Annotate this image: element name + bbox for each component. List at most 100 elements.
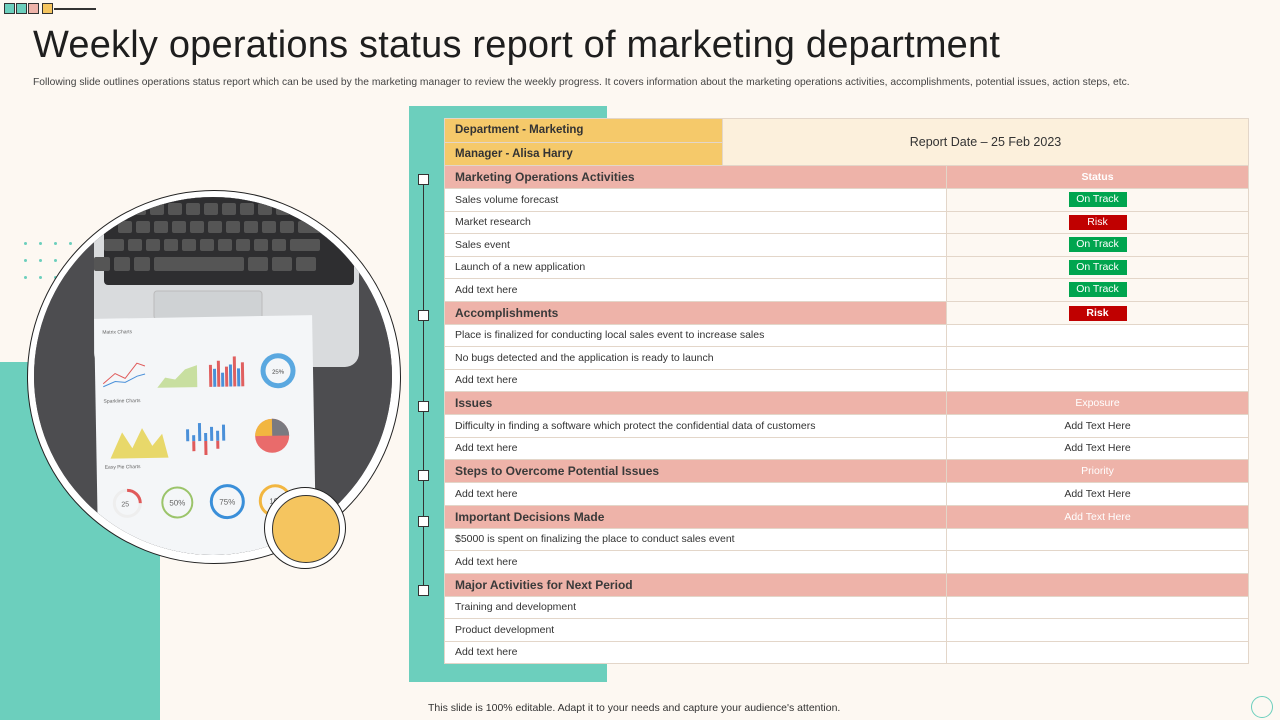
table-row: $5000 is spent on finalizing the place t… [444, 527, 1249, 551]
table-row: Add text here Add Text Here [444, 436, 1249, 460]
section-header-accomplishments: Accomplishments Risk [444, 300, 1249, 325]
laptop-and-charts-illustration: Matrix Charts 25% Sparkline Charts Easy … [34, 197, 392, 555]
row-right [946, 346, 1249, 370]
section-title: Marketing Operations Activities [444, 165, 947, 189]
table-row: Add text here [444, 550, 1249, 574]
row-right [946, 368, 1249, 392]
svg-text:Matrix Charts: Matrix Charts [102, 329, 132, 336]
svg-text:50%: 50% [169, 498, 185, 507]
row-text: $5000 is spent on finalizing the place t… [444, 527, 947, 551]
status-badge: On Track [1068, 282, 1127, 298]
deco-square-teal [4, 3, 15, 14]
row-right: Add Text Here [946, 482, 1249, 506]
status-badge: On Track [1068, 192, 1127, 208]
section-right-label: Add Text Here [946, 504, 1249, 529]
row-text: Training and development [444, 595, 947, 619]
status-badge: On Track [1068, 259, 1127, 275]
svg-text:75%: 75% [219, 497, 235, 506]
row-right [946, 527, 1249, 551]
page-subtitle: Following slide outlines operations stat… [33, 77, 1130, 88]
table-row: Place is finalized for conducting local … [444, 323, 1249, 347]
row-right [946, 323, 1249, 347]
department-cell: Department - Marketing [444, 118, 723, 143]
table-row: Product development [444, 618, 1249, 642]
table-row: Add text here [444, 368, 1249, 392]
svg-text:25%: 25% [272, 370, 285, 376]
section-title: Steps to Overcome Potential Issues [444, 459, 947, 483]
table-row: Add text here Add Text Here [444, 482, 1249, 506]
section-header-issues: Issues Exposure [444, 391, 1249, 415]
section-header-next-period: Major Activities for Next Period [444, 572, 1249, 597]
deco-square-pink [28, 3, 39, 14]
svg-text:Sparkline Charts: Sparkline Charts [103, 398, 141, 405]
table-row: Launch of a new application On Track [444, 255, 1249, 279]
row-text: Market research [444, 210, 947, 234]
timeline-node [418, 470, 429, 481]
manager-cell: Manager - Alisa Harry [444, 141, 723, 166]
page-title: Weekly operations status report of marke… [33, 24, 1001, 66]
section-title: Issues [444, 391, 947, 415]
report-date: Report Date – 25 Feb 2023 [722, 118, 1249, 166]
table-row: Sales event On Track [444, 233, 1249, 257]
status-cell: On Track [946, 188, 1249, 212]
row-text: No bugs detected and the application is … [444, 346, 947, 370]
table-row: Training and development [444, 595, 1249, 619]
row-text: Add text here [444, 550, 947, 574]
status-cell: On Track [946, 278, 1249, 302]
row-text: Difficulty in finding a software which p… [444, 414, 947, 438]
section-right-label: Exposure [946, 391, 1249, 415]
section-right-label: Priority [946, 459, 1249, 483]
status-badge: On Track [1068, 237, 1127, 253]
row-right [946, 618, 1249, 642]
status-badge: Risk [1068, 214, 1127, 230]
row-right [946, 595, 1249, 619]
status-cell: Risk [946, 300, 1249, 325]
status-cell: Risk [946, 210, 1249, 234]
row-text: Add text here [444, 482, 947, 506]
row-right: Add Text Here [946, 436, 1249, 460]
row-text: Sales volume forecast [444, 188, 947, 212]
section-header-steps: Steps to Overcome Potential Issues Prior… [444, 459, 1249, 483]
row-text: Product development [444, 618, 947, 642]
section-title: Accomplishments [444, 300, 947, 325]
header-row: Manager - Alisa Harry [444, 141, 1249, 166]
table-row: Add text here [444, 640, 1249, 664]
timeline-node [418, 401, 429, 412]
table-row: No bugs detected and the application is … [444, 346, 1249, 370]
laptop-photo: Matrix Charts 25% Sparkline Charts Easy … [34, 197, 392, 555]
status-cell: On Track [946, 233, 1249, 257]
timeline-line [423, 178, 424, 592]
status-report-table: Department - Marketing Report Date – 25 … [444, 118, 1249, 664]
table-row: Sales volume forecast On Track [444, 188, 1249, 212]
timeline-node [418, 310, 429, 321]
section-header-decisions: Important Decisions Made Add Text Here [444, 504, 1249, 529]
row-text: Add text here [444, 368, 947, 392]
timeline-node [418, 174, 429, 185]
row-text: Add text here [444, 278, 947, 302]
svg-text:25: 25 [121, 501, 129, 508]
table-row: Difficulty in finding a software which p… [444, 414, 1249, 438]
section-header-activities: Marketing Operations Activities Status [444, 165, 1249, 189]
status-badge: Risk [1068, 305, 1127, 321]
deco-square-teal [16, 3, 27, 14]
timeline-node [418, 585, 429, 596]
status-cell: On Track [946, 255, 1249, 279]
timeline-node [418, 516, 429, 527]
table-row: Add text here On Track [444, 278, 1249, 302]
deco-line [54, 8, 96, 10]
svg-text:Easy Pie Charts: Easy Pie Charts [105, 464, 141, 471]
row-right [946, 550, 1249, 574]
section-right-label [946, 572, 1249, 597]
section-title: Major Activities for Next Period [444, 572, 947, 597]
row-text: Add text here [444, 436, 947, 460]
footer-note: This slide is 100% editable. Adapt it to… [428, 702, 841, 714]
row-text: Launch of a new application [444, 255, 947, 279]
row-text: Sales event [444, 233, 947, 257]
row-text: Add text here [444, 640, 947, 664]
row-right [946, 640, 1249, 664]
header-row: Department - Marketing Report Date – 25 … [444, 118, 1249, 166]
row-right: Add Text Here [946, 414, 1249, 438]
section-right-label: Status [946, 165, 1249, 189]
table-row: Market research Risk [444, 210, 1249, 234]
yellow-circle [272, 495, 340, 563]
